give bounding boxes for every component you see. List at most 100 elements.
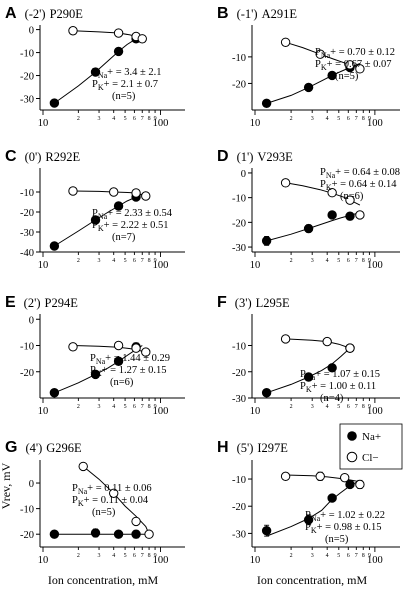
pna-symbol: P: [300, 369, 306, 380]
x-minor-tick-label: 4: [326, 258, 329, 264]
x-minor-tick-label: 5: [124, 258, 127, 264]
panel-e: 0 -10 -20 2 3 4 5 6 7 8 9 10 100 E (2') P294E PNa+ = 1.4…: [5, 294, 185, 417]
x-minor-tick-label: 8: [362, 404, 365, 410]
cl-data-point: [315, 471, 325, 482]
x-minor-tick-label: 3: [311, 258, 314, 264]
pna-symbol: P: [72, 483, 78, 494]
x-minor-tick-label: 4: [326, 116, 329, 122]
panel-mutant: V293E: [257, 150, 293, 164]
na-data-point: [327, 493, 337, 503]
cl-data-point: [355, 64, 365, 74]
panel-letter: A: [5, 5, 17, 22]
x-minor-tick-label: 4: [112, 116, 115, 122]
pk-annotation: PK+ = 1.00 ± 0.11: [300, 381, 376, 394]
n-annotation: (n=4): [320, 393, 344, 404]
cl-data-point: [280, 178, 291, 188]
pna-annotation: PNa+ = 1.07 ± 0.15: [300, 369, 380, 382]
na-fit-line: [266, 347, 351, 394]
na-data-point: [113, 356, 124, 366]
cl-data-point: [68, 26, 78, 36]
pk-annotation: PK+ = 2.1 ± 0.7: [92, 79, 158, 92]
na-data-point: [261, 525, 272, 536]
na-data-point: [90, 528, 101, 538]
cl-data-point: [78, 461, 88, 472]
x-minor-tick-label: 2: [77, 116, 80, 122]
x-minor-tick-label: 5: [337, 404, 340, 410]
y-tick-label: -20: [232, 218, 246, 229]
cl-data-point: [113, 340, 124, 351]
cl-fit-line: [82, 466, 150, 535]
na-data-point: [327, 210, 337, 220]
cl-data-point: [355, 479, 365, 490]
cl-data-point: [131, 343, 141, 353]
y-tick-label: 0: [29, 479, 34, 490]
pk-subscript: K: [306, 385, 312, 394]
x-tick-label: 100: [153, 118, 169, 129]
na-data-point: [90, 215, 101, 225]
pna-subscript: Na: [96, 357, 106, 366]
cl-data-point: [345, 343, 355, 353]
n-annotation: (n=5): [92, 507, 116, 518]
x-minor-tick-label: 2: [290, 116, 293, 122]
x-minor-tick-label: 7: [141, 404, 144, 410]
x-minor-tick-label: 6: [347, 116, 350, 122]
x-minor-tick-label: 6: [347, 553, 350, 559]
x-minor-tick-label: 9: [368, 258, 371, 264]
x-minor-tick-label: 9: [368, 404, 371, 410]
n-annotation: (n=5): [325, 534, 349, 545]
pk-annotation: PK+ = 0.98 ± 0.15: [305, 522, 381, 535]
pna-symbol: P: [320, 167, 326, 178]
y-tick-label: -10: [20, 342, 34, 353]
x-tick-label: 10: [38, 118, 49, 129]
na-data-point: [49, 98, 60, 108]
panel-letter: C: [5, 148, 17, 165]
x-minor-tick-label: 4: [112, 404, 115, 410]
panel-b: -10 -20 2 3 4 5 6 7 8 9 10 100 B (-1') A291E PNa+ = 0.7…: [217, 5, 400, 129]
panel-letter: B: [217, 5, 229, 22]
pk-plus: + = 1.27 ± 0.15: [102, 365, 167, 376]
x-minor-tick-label: 5: [124, 116, 127, 122]
x-minor-tick-label: 5: [124, 404, 127, 410]
panel-mutant: L295E: [256, 296, 290, 310]
cl-data-point: [355, 210, 365, 220]
x-minor-tick-label: 2: [77, 258, 80, 264]
panel-title: G (4') G296E: [5, 439, 82, 456]
x-tick-label: 100: [367, 260, 383, 271]
x-minor-tick-label: 8: [148, 404, 151, 410]
na-data-point: [345, 211, 355, 221]
na-data-point: [327, 363, 337, 373]
pk-subscript: K: [96, 369, 102, 378]
x-tick-label: 10: [38, 406, 49, 417]
pna-plus: + = 3.4 ± 2.1: [107, 67, 161, 78]
x-minor-tick-label: 4: [326, 553, 329, 559]
x-tick-label: 100: [367, 118, 383, 129]
panel-position: (0'): [25, 150, 42, 164]
pk-symbol: P: [92, 220, 98, 231]
x-minor-tick-label: 8: [362, 258, 365, 264]
x-minor-tick-label: 9: [154, 553, 157, 559]
cl-data-point: [68, 342, 78, 352]
pk-plus: + = 0.98 ± 0.15: [317, 522, 382, 533]
pna-plus: + = 0.64 ± 0.08: [335, 167, 400, 178]
x-minor-tick-label: 5: [337, 258, 340, 264]
panel-title: E (2') P294E: [5, 294, 78, 311]
cl-data-point: [322, 336, 332, 347]
y-tick-label: -30: [232, 529, 246, 540]
y-tick-label: -30: [232, 243, 246, 254]
y-tick-label: -20: [20, 72, 34, 83]
na-data-point: [261, 388, 272, 398]
na-data-point: [303, 515, 314, 525]
y-tick-label: -20: [20, 208, 34, 219]
x-minor-tick-label: 7: [141, 116, 144, 122]
y-tick-label: -20: [232, 502, 246, 513]
na-data-point: [303, 223, 314, 234]
na-data-point: [113, 529, 124, 539]
pk-annotation: PK+ = 1.27 ± 0.15: [90, 365, 166, 378]
pna-symbol: P: [90, 353, 96, 364]
pna-subscript: Na: [311, 514, 321, 523]
n-annotation: (n=6): [110, 377, 134, 388]
pk-plus: + = 0.64 ± 0.14: [332, 179, 398, 190]
x-minor-tick-label: 2: [290, 404, 293, 410]
pna-annotation: PNa+ = 1.44 ± 0.29: [90, 353, 170, 366]
